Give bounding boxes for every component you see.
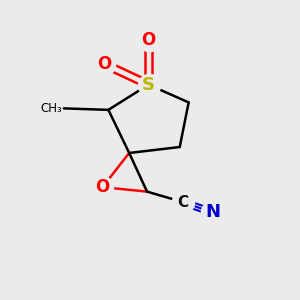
Text: O: O xyxy=(95,178,110,196)
Text: C: C xyxy=(177,194,188,209)
Text: S: S xyxy=(142,76,155,94)
Text: O: O xyxy=(97,55,111,73)
Text: CH₃: CH₃ xyxy=(40,102,62,115)
Text: N: N xyxy=(205,203,220,221)
Text: O: O xyxy=(141,31,156,49)
